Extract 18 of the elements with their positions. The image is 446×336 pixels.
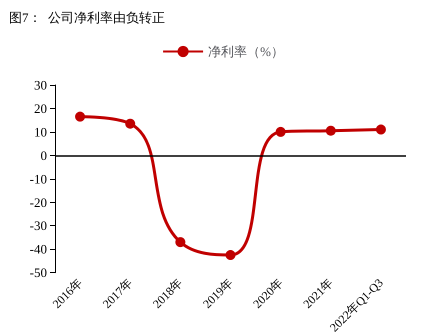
y-tick-label: 30: [34, 78, 47, 92]
point: [326, 126, 336, 136]
y-tick-label: -30: [30, 218, 47, 234]
point: [125, 118, 136, 129]
point: [175, 237, 186, 248]
point: [75, 112, 86, 122]
y-tick-label: -40: [30, 242, 47, 257]
y-tick-label: -10: [30, 171, 47, 186]
y-tick-label: -20: [30, 194, 47, 210]
y-tick-label: -50: [30, 265, 47, 280]
point: [276, 126, 286, 137]
point: [226, 250, 236, 260]
y-tick-label: 0: [40, 148, 47, 163]
point: [376, 124, 386, 135]
legend-label: 净利率（%）: [208, 44, 284, 59]
chart-title: 图7： 公司净利率由负转正: [9, 10, 165, 25]
y-tick-label: 10: [34, 124, 47, 140]
y-tick-label: 20: [34, 100, 47, 116]
